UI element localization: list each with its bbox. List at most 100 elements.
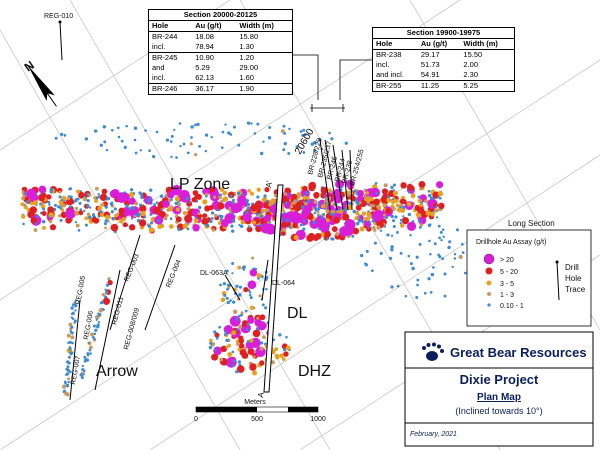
assay-dot — [248, 291, 252, 294]
assay-dot — [99, 143, 103, 147]
table-cell: and — [152, 63, 165, 72]
assay-dot — [278, 333, 282, 337]
company: Great Bear Resources — [450, 345, 587, 360]
assay-dot — [97, 206, 103, 211]
assay-dot — [66, 196, 71, 201]
assay-dot — [74, 220, 78, 224]
assay-dot — [427, 189, 431, 193]
assay-dot — [314, 232, 322, 240]
assay-dot — [407, 212, 412, 217]
assay-dot — [73, 321, 76, 324]
legend-item: 1 - 3 — [500, 292, 514, 299]
assay-dot — [247, 316, 255, 324]
assay-dot — [264, 306, 268, 310]
assay-dot — [135, 213, 138, 217]
assay-dot — [23, 192, 27, 196]
assay-dot — [284, 142, 287, 146]
assay-dot — [237, 360, 241, 364]
assay-dot — [355, 192, 359, 196]
assay-dot — [99, 210, 103, 214]
label: DL-064 — [272, 280, 295, 287]
assay-dot — [355, 204, 362, 211]
assay-dot — [217, 202, 225, 210]
assay-dot — [395, 203, 400, 208]
table-cell: incl. — [152, 42, 166, 51]
assay-dot — [101, 188, 108, 195]
assay-dot — [218, 325, 222, 329]
assay-dot — [229, 315, 241, 327]
legend-title: Drillhole Au Assay (g/t) — [476, 239, 546, 246]
assay-dot — [149, 188, 153, 192]
assay-dot — [322, 212, 326, 216]
assay-dot — [260, 223, 272, 234]
assay-dot — [251, 256, 255, 260]
table-cell: incl. — [152, 73, 166, 82]
assay-dot — [302, 195, 307, 200]
table-cell: BR-255 — [372, 80, 418, 92]
assay-dot — [111, 128, 114, 132]
assay-dot — [104, 288, 107, 291]
assay-dot — [240, 311, 244, 315]
assay-dot — [25, 200, 29, 204]
assay-dot — [237, 191, 241, 195]
assay-dot — [249, 293, 252, 297]
assay-dot — [70, 325, 74, 329]
assay-dot — [451, 265, 454, 269]
assay-dot — [438, 236, 441, 240]
assay-dot — [249, 363, 257, 371]
assay-dot — [409, 262, 413, 266]
assay-dot — [86, 354, 90, 357]
assay-dot — [352, 209, 356, 214]
assay-dot — [259, 346, 264, 351]
assay-dot — [211, 353, 219, 361]
assay-dot — [392, 219, 396, 223]
map-note: (Inclined towards 10°) — [455, 406, 542, 416]
assay-dot — [95, 196, 99, 200]
assay-dot — [144, 129, 147, 132]
assay-dot — [94, 199, 98, 203]
assay-dot — [128, 224, 136, 231]
assay-dot — [186, 207, 191, 211]
assay-dot — [178, 122, 182, 125]
assay-dot — [255, 327, 259, 330]
assay-dot — [133, 138, 137, 142]
table-cell: 11.25 — [417, 80, 461, 92]
assay-dot — [455, 228, 459, 232]
assay-dot — [97, 312, 100, 315]
assay-dot — [436, 196, 440, 199]
assay-dot — [186, 227, 190, 231]
assay-dot — [409, 233, 412, 237]
assay-dot — [399, 251, 403, 255]
assay-dot — [247, 289, 251, 292]
assay-dot — [105, 148, 109, 152]
assay-dot — [149, 221, 154, 225]
legend-item: > 20 — [500, 257, 514, 264]
assay-dot — [194, 123, 197, 127]
assay-dot — [238, 285, 243, 289]
assay-dot — [314, 208, 318, 212]
table-cell: 62.13 — [195, 73, 214, 82]
table-cell: 1.90 — [236, 83, 293, 95]
legend-trace: Hole — [565, 274, 582, 283]
assay-dot — [175, 216, 182, 223]
assay-dot — [266, 200, 269, 203]
assay-dot — [21, 214, 26, 219]
assay-dot — [202, 217, 209, 225]
assay-dot — [114, 213, 118, 218]
assay-dot — [235, 339, 240, 344]
assay-dot — [301, 133, 305, 137]
assay-dot — [231, 261, 235, 265]
table-cell: incl. — [376, 60, 390, 69]
assay-dot — [438, 202, 445, 210]
assay-dot — [300, 188, 310, 199]
assay-dot — [371, 211, 383, 222]
assay-dot — [427, 277, 431, 281]
assay-dot — [270, 360, 275, 365]
assay-dot — [437, 253, 440, 257]
assay-dot — [317, 201, 321, 204]
assay-dot — [358, 201, 362, 205]
assay-dot — [382, 213, 386, 217]
assay-dot — [274, 353, 280, 359]
assay-dot — [360, 253, 364, 258]
assay-dot — [418, 180, 426, 188]
